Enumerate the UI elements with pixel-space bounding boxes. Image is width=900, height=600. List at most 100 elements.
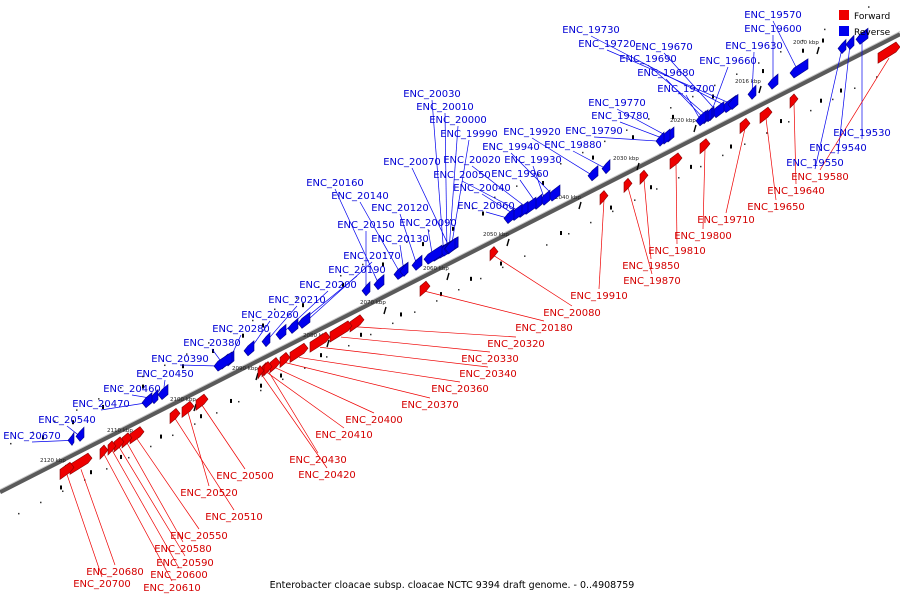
forward-gene-label[interactable]: ENC_19650 xyxy=(747,202,805,213)
forward-gene-feature[interactable] xyxy=(279,351,291,369)
forward-gene-label[interactable]: ENC_20370 xyxy=(401,400,459,411)
reverse-gene-label[interactable]: ENC_20390 xyxy=(151,354,209,365)
reverse-gene-feature[interactable] xyxy=(601,158,611,175)
forward-gene-label[interactable]: ENC_19800 xyxy=(674,231,732,242)
reverse-gene-feature[interactable] xyxy=(399,261,409,277)
forward-gene-label[interactable]: ENC_19710 xyxy=(697,215,755,226)
reverse-gene-feature[interactable] xyxy=(157,383,169,401)
forward-gene-feature[interactable] xyxy=(269,357,281,374)
reverse-gene-feature[interactable] xyxy=(503,207,515,224)
reverse-gene-label[interactable]: ENC_19790 xyxy=(565,126,623,137)
reverse-gene-feature[interactable] xyxy=(845,34,855,50)
reverse-gene-feature[interactable] xyxy=(727,93,739,110)
forward-gene-label[interactable]: ENC_20590 xyxy=(156,558,214,569)
forward-gene-label[interactable]: ENC_20360 xyxy=(431,384,489,395)
reverse-gene-label[interactable]: ENC_19990 xyxy=(440,129,498,140)
reverse-gene-label[interactable]: ENC_20160 xyxy=(306,178,364,189)
forward-gene-feature[interactable] xyxy=(181,400,195,418)
forward-gene-feature[interactable] xyxy=(759,106,773,124)
reverse-gene-label[interactable]: ENC_20170 xyxy=(343,251,401,262)
reverse-gene-label[interactable]: ENC_20020 xyxy=(443,155,501,166)
reverse-gene-label[interactable]: ENC_19530 xyxy=(833,128,891,139)
forward-gene-label[interactable]: ENC_20430 xyxy=(289,455,347,466)
reverse-gene-label[interactable]: ENC_20010 xyxy=(416,102,474,113)
reverse-gene-label[interactable]: ENC_20200 xyxy=(299,280,357,291)
forward-gene-label[interactable]: ENC_20700 xyxy=(73,579,131,590)
reverse-gene-label[interactable]: ENC_20460 xyxy=(103,384,161,395)
forward-gene-feature[interactable] xyxy=(309,331,331,353)
forward-gene-feature[interactable] xyxy=(113,436,125,453)
reverse-gene-feature[interactable] xyxy=(695,110,707,127)
reverse-gene-label[interactable]: ENC_19690 xyxy=(619,54,677,65)
reverse-gene-label[interactable]: ENC_19720 xyxy=(578,39,636,50)
reverse-gene-label[interactable]: ENC_20150 xyxy=(337,220,395,231)
reverse-gene-label[interactable]: ENC_20450 xyxy=(136,369,194,380)
forward-gene-feature[interactable] xyxy=(489,246,499,262)
reverse-gene-feature[interactable] xyxy=(297,311,311,329)
reverse-gene-feature[interactable] xyxy=(213,351,233,372)
reverse-gene-feature[interactable] xyxy=(655,131,665,147)
reverse-gene-feature[interactable] xyxy=(789,58,809,79)
forward-gene-label[interactable]: ENC_20520 xyxy=(180,488,238,499)
reverse-gene-label[interactable]: ENC_19660 xyxy=(699,56,757,67)
forward-gene-label[interactable]: ENC_20610 xyxy=(143,583,201,594)
forward-gene-feature[interactable] xyxy=(195,393,209,411)
forward-gene-label[interactable]: ENC_20510 xyxy=(205,512,263,523)
reverse-gene-feature[interactable] xyxy=(444,237,456,254)
reverse-gene-feature[interactable] xyxy=(261,331,271,348)
reverse-gene-label[interactable]: ENC_20120 xyxy=(371,203,429,214)
reverse-gene-feature[interactable] xyxy=(287,317,299,334)
reverse-gene-label[interactable]: ENC_20130 xyxy=(371,234,429,245)
reverse-gene-label[interactable]: ENC_20470 xyxy=(72,399,130,410)
reverse-gene-label[interactable]: ENC_20380 xyxy=(183,338,241,349)
reverse-gene-label[interactable]: ENC_19940 xyxy=(482,142,540,153)
reverse-gene-feature[interactable] xyxy=(587,165,599,182)
forward-gene-feature[interactable] xyxy=(129,426,145,445)
reverse-gene-feature[interactable] xyxy=(411,254,423,271)
forward-gene-label[interactable]: ENC_20420 xyxy=(298,470,356,481)
forward-gene-label[interactable]: ENC_19640 xyxy=(767,186,825,197)
forward-gene-label[interactable]: ENC_20080 xyxy=(543,308,601,319)
forward-gene-label[interactable]: ENC_20580 xyxy=(154,544,212,555)
reverse-gene-feature[interactable] xyxy=(275,323,287,340)
reverse-gene-label[interactable]: ENC_19550 xyxy=(786,158,844,169)
forward-gene-label[interactable]: ENC_19870 xyxy=(623,276,681,287)
reverse-gene-feature[interactable] xyxy=(67,431,75,446)
reverse-gene-label[interactable]: ENC_19920 xyxy=(503,127,561,138)
reverse-gene-label[interactable]: ENC_19540 xyxy=(809,143,867,154)
reverse-gene-label[interactable]: ENC_20070 xyxy=(383,157,441,168)
reverse-gene-label[interactable]: ENC_19600 xyxy=(744,24,802,35)
forward-gene-label[interactable]: ENC_20500 xyxy=(216,471,274,482)
forward-gene-feature[interactable] xyxy=(699,138,711,155)
forward-gene-label[interactable]: ENC_20340 xyxy=(459,369,517,380)
forward-gene-feature[interactable] xyxy=(599,190,609,206)
forward-gene-label[interactable]: ENC_20180 xyxy=(515,323,573,334)
reverse-gene-label[interactable]: ENC_19880 xyxy=(544,140,602,151)
forward-gene-feature[interactable] xyxy=(289,342,309,363)
forward-gene-feature[interactable] xyxy=(59,461,75,481)
forward-gene-feature[interactable] xyxy=(419,280,431,297)
forward-gene-feature[interactable] xyxy=(739,117,751,135)
reverse-gene-label[interactable]: ENC_19730 xyxy=(562,25,620,36)
reverse-gene-label[interactable]: ENC_20040 xyxy=(453,183,511,194)
reverse-gene-label[interactable]: ENC_20000 xyxy=(429,115,487,126)
reverse-gene-label[interactable]: ENC_19670 xyxy=(635,42,693,53)
reverse-gene-feature[interactable] xyxy=(855,27,869,45)
reverse-gene-feature[interactable] xyxy=(361,280,371,297)
forward-gene-label[interactable]: ENC_20680 xyxy=(86,567,144,578)
forward-gene-feature[interactable] xyxy=(639,169,649,186)
forward-gene-feature[interactable] xyxy=(349,314,365,333)
forward-gene-feature[interactable] xyxy=(121,432,133,449)
forward-gene-feature[interactable] xyxy=(329,320,353,343)
forward-gene-feature[interactable] xyxy=(69,452,93,475)
reverse-gene-label[interactable]: ENC_19630 xyxy=(725,41,783,52)
reverse-gene-feature[interactable] xyxy=(837,38,847,55)
reverse-gene-feature[interactable] xyxy=(141,392,153,409)
reverse-gene-label[interactable]: ENC_20190 xyxy=(328,265,386,276)
forward-gene-label[interactable]: ENC_20330 xyxy=(461,354,519,365)
forward-gene-feature[interactable] xyxy=(623,177,633,194)
reverse-gene-label[interactable]: ENC_20050 xyxy=(433,170,491,181)
forward-gene-label[interactable]: ENC_19810 xyxy=(648,246,706,257)
forward-gene-feature[interactable] xyxy=(877,41,900,64)
forward-gene-label[interactable]: ENC_20600 xyxy=(150,570,208,581)
